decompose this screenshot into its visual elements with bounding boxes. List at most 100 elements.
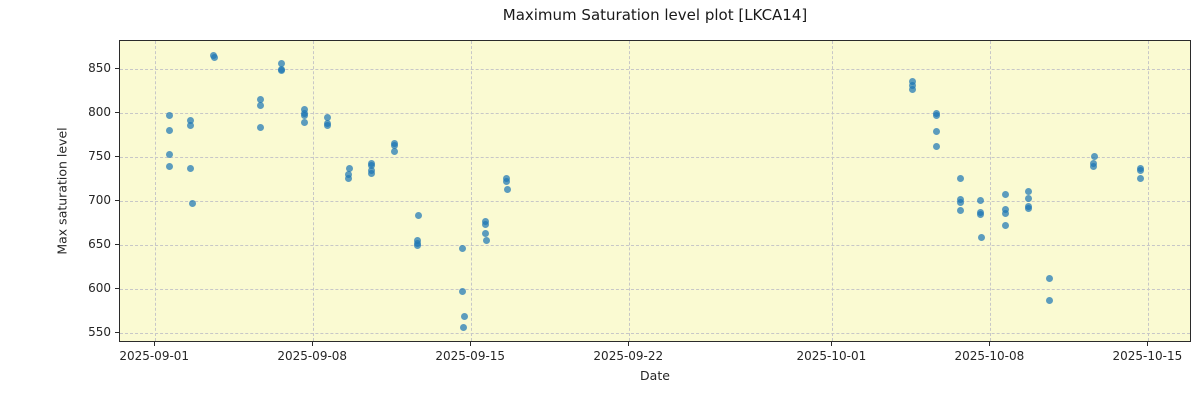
- data-point: [977, 211, 985, 219]
- data-point: [367, 170, 375, 178]
- x-tick-label: 2025-10-15: [1112, 349, 1183, 363]
- x-axis-label: Date: [640, 368, 670, 383]
- gridline-h: [120, 69, 1190, 71]
- data-point: [345, 164, 353, 172]
- gridline-h: [120, 332, 1190, 334]
- chart-title: Maximum Saturation level plot [LKCA14]: [502, 6, 808, 24]
- data-point: [187, 121, 195, 129]
- data-point: [1002, 221, 1010, 229]
- data-point: [391, 148, 399, 156]
- x-tick: [989, 342, 991, 346]
- data-point: [390, 142, 398, 149]
- data-point: [1024, 205, 1032, 213]
- data-point: [956, 175, 964, 183]
- data-point: [933, 112, 941, 120]
- plot-area: [119, 40, 1191, 342]
- data-point: [1137, 174, 1144, 182]
- data-point: [909, 85, 917, 93]
- x-tick: [312, 342, 314, 346]
- data-point: [1045, 275, 1053, 283]
- data-point: [210, 54, 218, 62]
- gridline-h: [120, 156, 1190, 158]
- data-point: [345, 170, 353, 178]
- y-tick-label: 700: [88, 192, 111, 207]
- y-tick-label: 750: [88, 148, 111, 163]
- data-point: [459, 244, 467, 252]
- x-tick: [1147, 342, 1149, 346]
- gridline-h: [120, 244, 1190, 246]
- y-tick: [115, 199, 119, 201]
- data-point: [278, 60, 286, 68]
- data-point: [301, 119, 309, 127]
- data-point: [166, 127, 174, 134]
- x-tick-label: 2025-10-08: [954, 349, 1025, 363]
- data-point: [256, 96, 264, 104]
- x-tick: [831, 342, 833, 346]
- x-tick-label: 2025-09-01: [119, 349, 190, 363]
- y-axis-label: Max saturation level: [54, 127, 70, 255]
- data-point: [166, 163, 174, 170]
- data-point: [1001, 209, 1009, 217]
- data-point: [483, 236, 491, 244]
- data-point: [459, 323, 467, 331]
- data-point: [1002, 191, 1010, 199]
- x-tick: [470, 342, 472, 346]
- gridline-v: [155, 41, 157, 341]
- y-tick: [115, 112, 119, 113]
- gridline-v: [313, 41, 315, 341]
- data-point: [1025, 187, 1033, 195]
- data-point: [323, 113, 331, 121]
- data-point: [414, 242, 422, 250]
- data-point: [956, 199, 964, 206]
- data-point: [1045, 297, 1053, 305]
- data-point: [956, 206, 964, 214]
- y-tick: [115, 68, 119, 70]
- data-point: [503, 185, 511, 193]
- data-point: [166, 150, 174, 158]
- y-tick: [115, 155, 119, 157]
- data-point: [189, 199, 197, 207]
- gridline-h: [120, 288, 1190, 290]
- gridline-v: [832, 41, 834, 341]
- data-point: [933, 142, 941, 150]
- data-point: [414, 212, 422, 220]
- x-tick: [154, 342, 156, 346]
- y-tick-label: 800: [88, 105, 111, 119]
- gridline-v: [629, 41, 631, 341]
- gridline-v: [990, 41, 992, 341]
- data-point: [324, 121, 332, 129]
- data-point: [187, 117, 195, 125]
- x-tick-label: 2025-10-01: [796, 349, 867, 363]
- y-tick: [115, 331, 119, 333]
- y-tick-label: 600: [88, 280, 111, 295]
- data-point: [278, 67, 286, 75]
- data-point: [1090, 153, 1098, 161]
- x-tick: [628, 342, 630, 346]
- data-point: [345, 174, 353, 182]
- data-point: [933, 127, 941, 135]
- data-point: [481, 229, 489, 237]
- data-point: [301, 112, 309, 120]
- data-point: [460, 313, 468, 321]
- data-point: [978, 234, 986, 242]
- x-tick-label: 2025-09-08: [277, 349, 348, 363]
- y-tick: [115, 243, 119, 245]
- y-tick-label: 850: [88, 61, 111, 76]
- data-point: [1090, 163, 1098, 170]
- data-point: [256, 124, 264, 132]
- gridline-h: [120, 200, 1190, 202]
- data-point: [256, 101, 264, 109]
- data-point: [976, 197, 984, 205]
- data-point: [503, 178, 511, 185]
- data-point: [367, 162, 375, 170]
- data-point: [909, 77, 917, 85]
- x-tick-label: 2025-09-22: [593, 349, 664, 363]
- y-tick: [115, 287, 119, 289]
- data-point: [1024, 194, 1032, 202]
- x-tick-label: 2025-09-15: [435, 349, 506, 363]
- data-point: [187, 164, 195, 172]
- y-tick-label: 650: [88, 236, 111, 251]
- data-point: [1136, 167, 1144, 175]
- data-point: [459, 287, 467, 295]
